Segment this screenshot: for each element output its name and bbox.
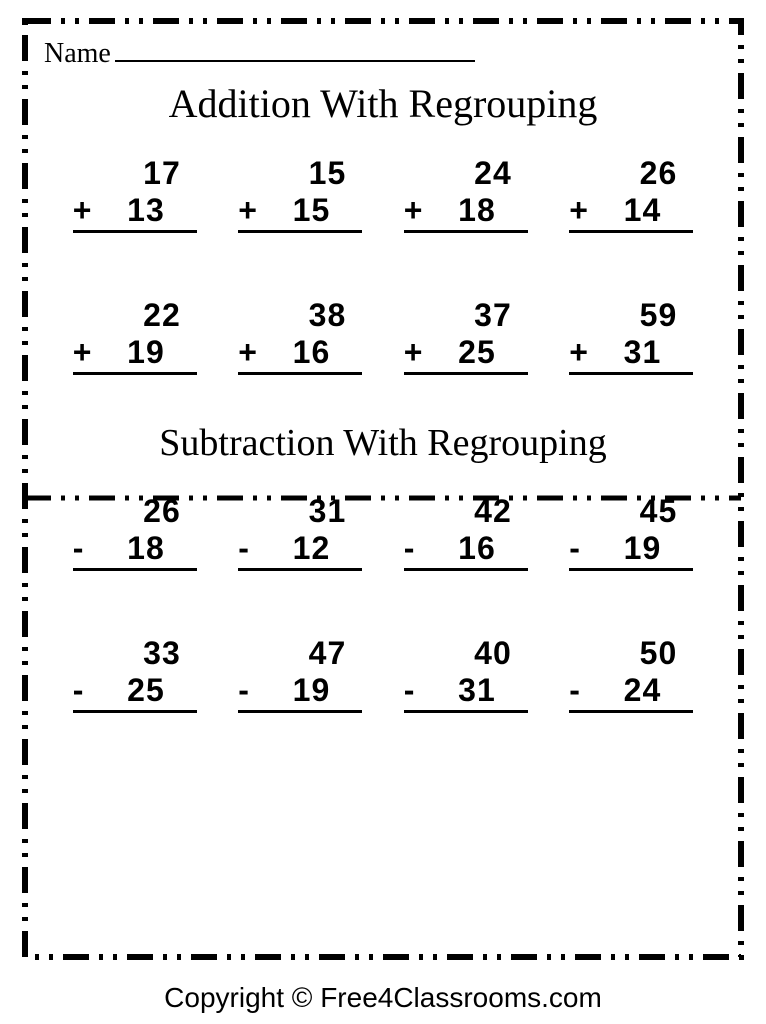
addition-problem: 59+31 <box>549 297 715 375</box>
subtraction-problem: 26-18 <box>52 493 218 571</box>
minuend: 26 <box>89 493 181 530</box>
subtraction-problem: 31-12 <box>218 493 384 571</box>
subtraction-title: Subtraction With Regrouping <box>22 421 744 465</box>
operator-minus: - <box>238 530 266 567</box>
addend-bottom: 19 <box>101 334 165 371</box>
addend-top: 37 <box>420 297 512 334</box>
addend-bottom: 18 <box>432 192 496 229</box>
addend-top: 22 <box>89 297 181 334</box>
addend-top: 17 <box>89 155 181 192</box>
subtraction-problem: 33-25 <box>52 635 218 713</box>
addend-top: 38 <box>254 297 346 334</box>
operator-minus: - <box>73 672 101 709</box>
addend-top: 26 <box>585 155 677 192</box>
addend-bottom: 25 <box>432 334 496 371</box>
operator-minus: - <box>404 672 432 709</box>
subtraction-problem: 45-19 <box>549 493 715 571</box>
name-blank-line[interactable] <box>115 54 475 62</box>
name-label: Name <box>44 38 111 70</box>
addend-top: 24 <box>420 155 512 192</box>
subtraction-problem: 47-19 <box>218 635 384 713</box>
addition-problem: 26+14 <box>549 155 715 233</box>
operator-plus: + <box>238 334 266 371</box>
addition-problem: 38+16 <box>218 297 384 375</box>
subtrahend: 12 <box>266 530 330 567</box>
addition-problem: 22+19 <box>52 297 218 375</box>
operator-plus: + <box>404 192 432 229</box>
operator-plus: + <box>73 334 101 371</box>
addition-title: Addition With Regrouping <box>22 80 744 127</box>
addend-top: 59 <box>585 297 677 334</box>
subtraction-problem: 42-16 <box>383 493 549 571</box>
subtrahend: 19 <box>597 530 661 567</box>
addition-problem: 17+13 <box>52 155 218 233</box>
minuend: 42 <box>420 493 512 530</box>
subtrahend: 16 <box>432 530 496 567</box>
minuend: 47 <box>254 635 346 672</box>
subtraction-problem: 50-24 <box>549 635 715 713</box>
addition-problem: 24+18 <box>383 155 549 233</box>
operator-plus: + <box>404 334 432 371</box>
subtrahend: 24 <box>597 672 661 709</box>
addend-bottom: 15 <box>266 192 330 229</box>
addition-problems-grid: 17+13 15+15 24+18 26+14 22+19 38+16 37+2… <box>22 155 744 375</box>
operator-minus: - <box>73 530 101 567</box>
addend-bottom: 14 <box>597 192 661 229</box>
subtraction-problems-grid: 26-18 31-12 42-16 45-19 33-25 47-19 40-3… <box>22 493 744 713</box>
operator-minus: - <box>569 530 597 567</box>
operator-minus: - <box>569 672 597 709</box>
subtrahend: 19 <box>266 672 330 709</box>
operator-plus: + <box>569 334 597 371</box>
addend-top: 15 <box>254 155 346 192</box>
operator-plus: + <box>569 192 597 229</box>
minuend: 45 <box>585 493 677 530</box>
minuend: 31 <box>254 493 346 530</box>
name-field-row: Name <box>22 18 744 70</box>
subtrahend: 31 <box>432 672 496 709</box>
minuend: 33 <box>89 635 181 672</box>
subtrahend: 25 <box>101 672 165 709</box>
minuend: 40 <box>420 635 512 672</box>
operator-minus: - <box>238 672 266 709</box>
operator-minus: - <box>404 530 432 567</box>
worksheet-page: Name Addition With Regrouping 17+13 15+1… <box>0 0 766 970</box>
subtrahend: 18 <box>101 530 165 567</box>
addend-bottom: 13 <box>101 192 165 229</box>
operator-plus: + <box>73 192 101 229</box>
addend-bottom: 16 <box>266 334 330 371</box>
operator-plus: + <box>238 192 266 229</box>
addition-problem: 15+15 <box>218 155 384 233</box>
minuend: 50 <box>585 635 677 672</box>
addition-problem: 37+25 <box>383 297 549 375</box>
subtraction-problem: 40-31 <box>383 635 549 713</box>
addend-bottom: 31 <box>597 334 661 371</box>
copyright-footer: Copyright © Free4Classrooms.com <box>0 982 766 1014</box>
